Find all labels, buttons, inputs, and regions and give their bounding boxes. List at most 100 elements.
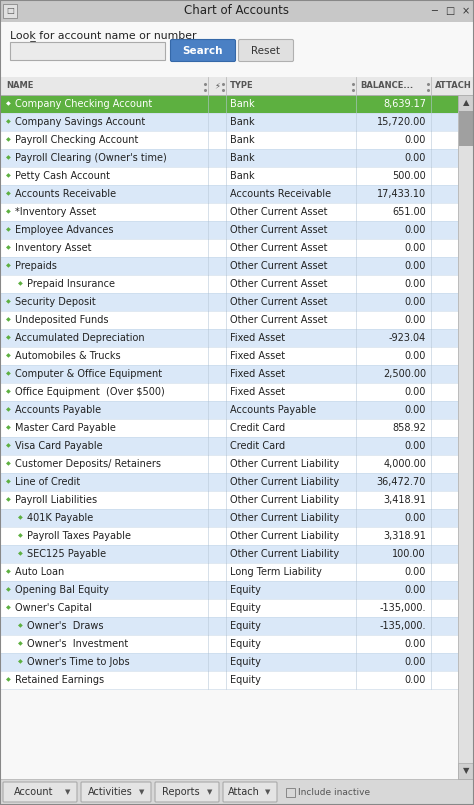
Text: ▼: ▼ [265, 789, 271, 795]
Text: ◆: ◆ [18, 642, 23, 646]
Text: ◆: ◆ [6, 407, 11, 412]
Text: ◆: ◆ [6, 569, 11, 575]
Text: 0.00: 0.00 [405, 135, 426, 145]
Text: 0.00: 0.00 [405, 297, 426, 307]
Text: ◆: ◆ [6, 138, 11, 142]
Text: Reset: Reset [252, 46, 281, 56]
Text: NAME: NAME [6, 81, 33, 90]
Text: ◆: ◆ [6, 317, 11, 323]
Text: ◆: ◆ [6, 678, 11, 683]
Text: Other Current Liability: Other Current Liability [230, 531, 339, 541]
Text: 0.00: 0.00 [405, 387, 426, 397]
Text: 0.00: 0.00 [405, 567, 426, 577]
Text: Payroll Taxes Payable: Payroll Taxes Payable [27, 531, 131, 541]
Text: Master Card Payable: Master Card Payable [15, 423, 116, 433]
Bar [0, 293, 458, 311]
Bar [0, 419, 458, 437]
Text: ◆: ◆ [6, 588, 11, 592]
Text: 0.00: 0.00 [405, 261, 426, 271]
Bar [0, 167, 458, 185]
Text: Customer Deposits/ Retainers: Customer Deposits/ Retainers [15, 459, 161, 469]
Text: Include inactive: Include inactive [298, 788, 370, 797]
Bar [458, 95, 474, 111]
Text: Equity: Equity [230, 603, 261, 613]
Bar [0, 77, 474, 95]
Bar [0, 563, 458, 581]
Bar [10, 42, 165, 60]
Text: ⚡: ⚡ [214, 81, 220, 90]
Text: 0.00: 0.00 [405, 585, 426, 595]
Text: ◆: ◆ [6, 263, 11, 269]
Text: 0.00: 0.00 [405, 315, 426, 325]
Text: Other Current Liability: Other Current Liability [230, 495, 339, 505]
Text: ◆: ◆ [18, 659, 23, 664]
Text: ◆: ◆ [18, 624, 23, 629]
Text: ◆: ◆ [18, 534, 23, 539]
Text: 0.00: 0.00 [405, 513, 426, 523]
Text: Credit Card: Credit Card [230, 441, 285, 451]
Bar [3, 4, 17, 18]
Text: Fixed Asset: Fixed Asset [230, 333, 285, 343]
Text: Accounts Receivable: Accounts Receivable [15, 189, 116, 199]
Text: Equity: Equity [230, 621, 261, 631]
Text: ◆: ◆ [6, 444, 11, 448]
Text: Accounts Payable: Accounts Payable [15, 405, 101, 415]
Text: Fixed Asset: Fixed Asset [230, 387, 285, 397]
Bar [0, 437, 458, 455]
Text: Other Current Asset: Other Current Asset [230, 297, 328, 307]
FancyBboxPatch shape [155, 782, 219, 802]
Text: Credit Card: Credit Card [230, 423, 285, 433]
Text: Auto Loan: Auto Loan [15, 567, 64, 577]
Text: □: □ [446, 6, 455, 16]
Text: ▼: ▼ [207, 789, 213, 795]
Text: ◆: ◆ [6, 426, 11, 431]
Bar [0, 203, 458, 221]
Text: Visa Card Payable: Visa Card Payable [15, 441, 103, 451]
FancyBboxPatch shape [171, 39, 236, 61]
Text: ◆: ◆ [6, 246, 11, 250]
Text: Payroll Checking Account: Payroll Checking Account [15, 135, 138, 145]
Text: ◆: ◆ [6, 299, 11, 304]
Text: Line of Credit: Line of Credit [15, 477, 80, 487]
Text: 858.92: 858.92 [392, 423, 426, 433]
Bar [0, 527, 458, 545]
Text: Petty Cash Account: Petty Cash Account [15, 171, 110, 181]
Text: 0.00: 0.00 [405, 657, 426, 667]
Bar [0, 509, 458, 527]
Bar [0, 95, 458, 113]
Text: SEC125 Payable: SEC125 Payable [27, 549, 106, 559]
Text: ◆: ◆ [6, 174, 11, 179]
Text: Security Deposit: Security Deposit [15, 297, 96, 307]
Text: 0.00: 0.00 [405, 225, 426, 235]
Text: 0.00: 0.00 [405, 675, 426, 685]
Text: Automobiles & Trucks: Automobiles & Trucks [15, 351, 120, 361]
Bar [0, 491, 458, 509]
Bar [0, 365, 458, 383]
Text: ◆: ◆ [6, 119, 11, 125]
Text: ◆: ◆ [18, 282, 23, 287]
Text: ▲: ▲ [463, 98, 469, 108]
Text: Account: Account [14, 787, 54, 797]
Text: ×: × [462, 6, 470, 16]
Text: Computer & Office Equipment: Computer & Office Equipment [15, 369, 162, 379]
Text: Look̲ for account name or number: Look̲ for account name or number [10, 31, 197, 41]
Text: ◆: ◆ [6, 497, 11, 502]
Text: 2,500.00: 2,500.00 [383, 369, 426, 379]
Text: ATTACH: ATTACH [435, 81, 472, 90]
Text: 0.00: 0.00 [405, 279, 426, 289]
Text: Attach: Attach [228, 787, 260, 797]
Text: 100.00: 100.00 [392, 549, 426, 559]
Text: 0.00: 0.00 [405, 153, 426, 163]
Text: □: □ [6, 6, 14, 15]
Text: Retained Earnings: Retained Earnings [15, 675, 104, 685]
Text: 0.00: 0.00 [405, 639, 426, 649]
Bar [0, 275, 458, 293]
Text: ◆: ◆ [6, 605, 11, 610]
Text: ◆: ◆ [6, 371, 11, 377]
Text: Owner's  Investment: Owner's Investment [27, 639, 128, 649]
Text: 17,433.10: 17,433.10 [377, 189, 426, 199]
Text: ◆: ◆ [6, 461, 11, 467]
Text: Payroll Clearing (Owner's time): Payroll Clearing (Owner's time) [15, 153, 167, 163]
Text: Other Current Asset: Other Current Asset [230, 261, 328, 271]
Bar [0, 0, 474, 22]
